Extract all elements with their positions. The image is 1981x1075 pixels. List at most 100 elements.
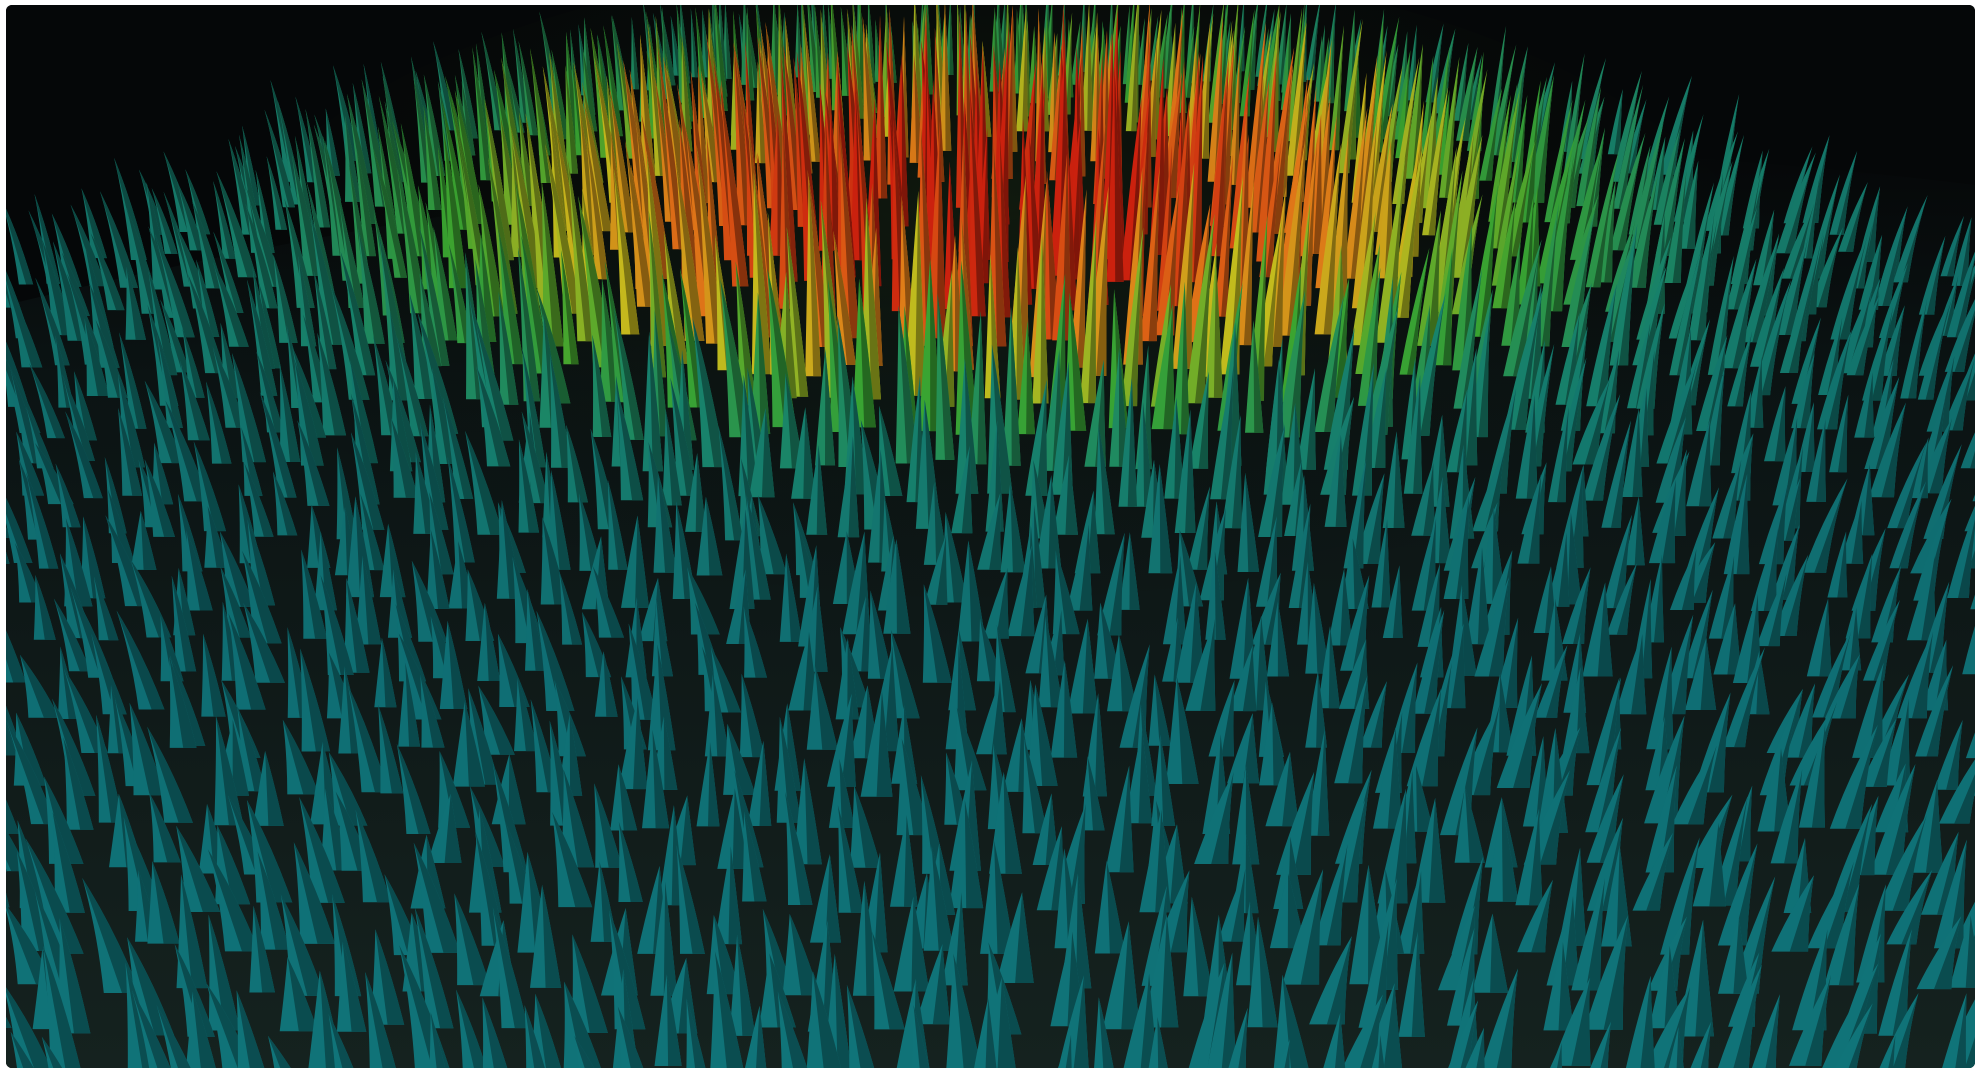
spike-shadow: [1213, 256, 1223, 398]
spike-shadow: [70, 204, 106, 287]
spike-shadow: [1026, 321, 1035, 435]
spike: [1185, 213, 1215, 404]
spike-shadow: [419, 225, 450, 366]
spike: [1775, 237, 1809, 335]
spike-shadow: [35, 277, 70, 366]
spike: [1569, 140, 1603, 260]
spike: [1433, 46, 1450, 162]
spike-shadow: [1253, 320, 1264, 433]
spike: [1488, 89, 1520, 249]
spike-shadow: [1925, 301, 1950, 400]
spike-shadow: [180, 360, 210, 441]
spike-shadow: [1186, 26, 1195, 98]
spike: [1503, 288, 1544, 430]
spike-shadow: [313, 270, 337, 370]
spike: [1305, 5, 1320, 81]
spike-shadow: [786, 227, 809, 397]
spike-shadow: [1672, 170, 1687, 283]
spike-shadow: [325, 108, 340, 176]
spike: [1750, 268, 1784, 367]
spike-shadow: [696, 144, 724, 344]
spike-shadow: [868, 5, 876, 84]
spike-shadow: [1296, 202, 1311, 376]
spike-shadow: [1635, 323, 1651, 409]
spike-shadow: [1040, 234, 1049, 404]
spike-shadow: [1088, 218, 1097, 404]
spike-shadow: [294, 358, 324, 466]
spike-shadow: [1733, 207, 1758, 310]
spike: [1869, 402, 1906, 498]
spike-shadow: [1374, 367, 1387, 468]
spike-shadow: [1407, 247, 1430, 375]
spike: [1544, 99, 1573, 223]
spike-shadow: [1514, 95, 1528, 203]
spike-shadow: [613, 168, 640, 335]
spike-shadow: [549, 52, 573, 206]
spike-shadow: [476, 323, 514, 441]
spike-shadow: [420, 422, 449, 530]
spike: [1696, 335, 1728, 431]
spike-shadow: [484, 98, 514, 261]
spike-shadow: [1496, 44, 1517, 156]
spike-shadow: [1323, 143, 1342, 335]
spike-shadow: [1324, 295, 1344, 432]
spike-shadow: [1816, 419, 1826, 502]
spike-shadow: [609, 86, 635, 233]
spike-shadow: [292, 346, 327, 438]
spike-shadow: [536, 288, 571, 404]
spike: [1338, 19, 1363, 174]
spike-shadow: [117, 373, 146, 468]
spike-shadow: [1525, 80, 1541, 223]
spike-shadow: [501, 32, 521, 155]
spike-shadow: [1590, 127, 1605, 227]
spike-shadow: [378, 232, 407, 366]
spike-shadow: [1954, 309, 1975, 372]
spike: [1314, 143, 1342, 335]
spike-shadow: [800, 43, 813, 174]
spike-shadow: [384, 101, 407, 208]
spike-shadow: [1069, 157, 1077, 311]
spike-shadow: [1292, 22, 1307, 176]
spike-shadow: [541, 180, 564, 347]
spike: [1730, 172, 1761, 284]
spike-shadow: [1356, 81, 1377, 261]
spike-shadow: [400, 123, 427, 257]
spike: [1802, 135, 1830, 223]
spike-shadow: [695, 7, 710, 118]
spike-shadow: [305, 108, 331, 228]
spike-shadow: [373, 148, 408, 278]
spike-shadow: [1496, 388, 1517, 494]
spike-shadow: [297, 420, 330, 506]
spike-shadow: [549, 110, 569, 258]
spike-shadow: [461, 81, 476, 156]
spike-shadow: [977, 311, 987, 465]
spike-shadow: [1929, 418, 1952, 494]
spike-shadow: [1140, 82, 1151, 235]
spike-shadow: [1583, 57, 1607, 160]
spike: [1688, 211, 1715, 341]
spike-shadow: [114, 157, 147, 260]
spike-shadow: [1087, 5, 1094, 131]
spike-shadow: [1243, 181, 1254, 346]
spike: [1726, 207, 1758, 310]
spike: [1659, 75, 1692, 175]
spike-shadow: [518, 439, 540, 533]
spike-shadow: [654, 309, 669, 437]
spike-shadow: [505, 59, 525, 133]
spike-shadow: [182, 328, 205, 398]
spike-shadow: [104, 457, 127, 534]
spike-shadow: [1617, 132, 1646, 251]
spike-shadow: [306, 181, 338, 311]
spike-shadow: [1800, 353, 1815, 429]
spike-shadow: [1513, 239, 1542, 377]
spike: [1486, 388, 1517, 494]
spike-shadow: [442, 396, 474, 499]
spike-shadow: [1539, 62, 1555, 138]
spike-shadow: [16, 431, 45, 496]
spike: [1611, 70, 1642, 182]
spike-shadow: [100, 191, 138, 288]
spike-shadow: [1198, 371, 1209, 469]
spike-shadow: [1478, 307, 1491, 438]
spike-shadow: [1556, 407, 1569, 503]
spike-shadow: [1471, 104, 1483, 199]
